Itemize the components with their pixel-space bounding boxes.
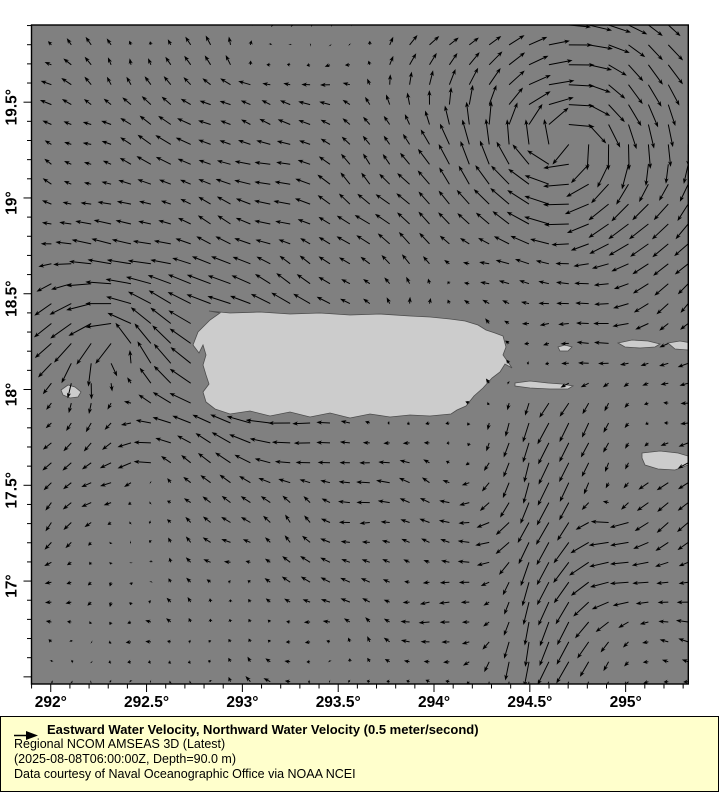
- svg-text:18.5°: 18.5°: [4, 281, 21, 317]
- svg-text:293.5°: 293.5°: [316, 694, 361, 711]
- svg-text:19°: 19°: [4, 191, 21, 214]
- svg-text:18°: 18°: [4, 383, 21, 406]
- svg-text:294.5°: 294.5°: [507, 694, 552, 711]
- svg-text:17.5°: 17.5°: [4, 472, 21, 508]
- svg-text:294°: 294°: [418, 694, 450, 711]
- svg-text:292.5°: 292.5°: [124, 694, 169, 711]
- svg-text:292°: 292°: [35, 694, 67, 711]
- svg-text:19.5°: 19.5°: [4, 89, 21, 125]
- svg-text:17°: 17°: [4, 574, 21, 597]
- svg-text:293°: 293°: [226, 694, 258, 711]
- svg-text:295°: 295°: [610, 694, 642, 711]
